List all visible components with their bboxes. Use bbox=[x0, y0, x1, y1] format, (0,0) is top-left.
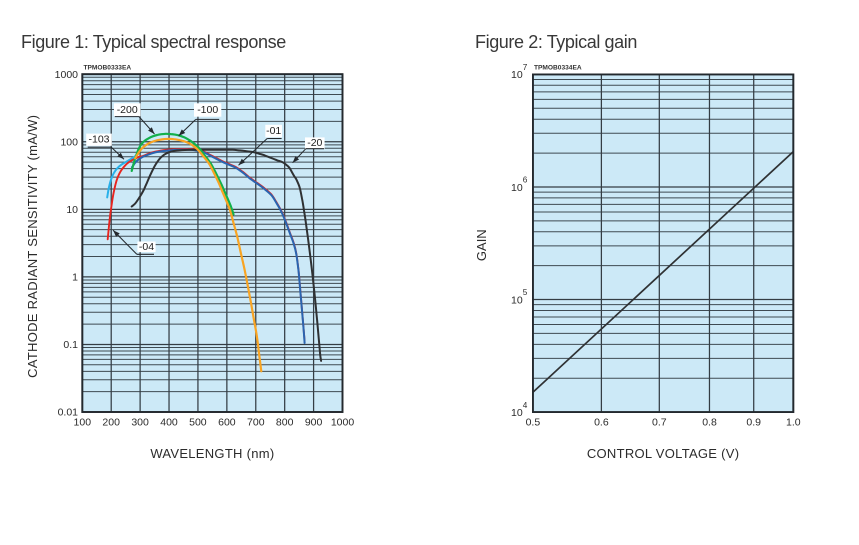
svg-text:100: 100 bbox=[74, 417, 92, 429]
svg-text:900: 900 bbox=[305, 417, 323, 429]
svg-text:800: 800 bbox=[276, 417, 294, 429]
svg-text:-04: -04 bbox=[139, 241, 154, 253]
svg-text:0.1: 0.1 bbox=[63, 339, 78, 351]
svg-text:GAIN: GAIN bbox=[474, 229, 489, 261]
svg-text:100: 100 bbox=[60, 137, 78, 149]
svg-text:0.8: 0.8 bbox=[702, 417, 717, 429]
svg-text:0.5: 0.5 bbox=[526, 417, 541, 429]
svg-text:-01: -01 bbox=[266, 125, 281, 137]
svg-text:-20: -20 bbox=[307, 137, 322, 149]
svg-text:1: 1 bbox=[72, 272, 78, 284]
svg-text:700: 700 bbox=[247, 417, 265, 429]
svg-text:300: 300 bbox=[131, 417, 149, 429]
svg-text:0.01: 0.01 bbox=[58, 407, 79, 419]
svg-text:TPMOB0333EA: TPMOB0333EA bbox=[84, 65, 132, 72]
svg-text:200: 200 bbox=[102, 417, 120, 429]
svg-text:-100: -100 bbox=[197, 104, 218, 116]
svg-text:CATHODE RADIANT SENSITIVITY (m: CATHODE RADIANT SENSITIVITY (mA/W) bbox=[25, 115, 40, 378]
svg-text:-103: -103 bbox=[88, 134, 109, 146]
svg-text:1000: 1000 bbox=[55, 69, 79, 81]
svg-text:0.7: 0.7 bbox=[652, 417, 667, 429]
svg-text:10: 10 bbox=[66, 204, 78, 216]
svg-text:CONTROL VOLTAGE (V): CONTROL VOLTAGE (V) bbox=[587, 446, 739, 461]
svg-text:400: 400 bbox=[160, 417, 178, 429]
svg-text:Figure 2: Typical gain: Figure 2: Typical gain bbox=[475, 32, 637, 52]
svg-text:600: 600 bbox=[218, 417, 236, 429]
svg-text:WAVELENGTH (nm): WAVELENGTH (nm) bbox=[150, 446, 274, 461]
svg-text:1000: 1000 bbox=[331, 417, 355, 429]
svg-text:Figure 1: Typical spectral res: Figure 1: Typical spectral response bbox=[21, 32, 286, 52]
svg-text:0.6: 0.6 bbox=[594, 417, 609, 429]
svg-text:TPMOB0334EA: TPMOB0334EA bbox=[534, 65, 582, 72]
svg-text:0.9: 0.9 bbox=[746, 417, 761, 429]
svg-text:1.0: 1.0 bbox=[786, 417, 801, 429]
svg-text:-200: -200 bbox=[117, 104, 138, 116]
svg-text:500: 500 bbox=[189, 417, 207, 429]
